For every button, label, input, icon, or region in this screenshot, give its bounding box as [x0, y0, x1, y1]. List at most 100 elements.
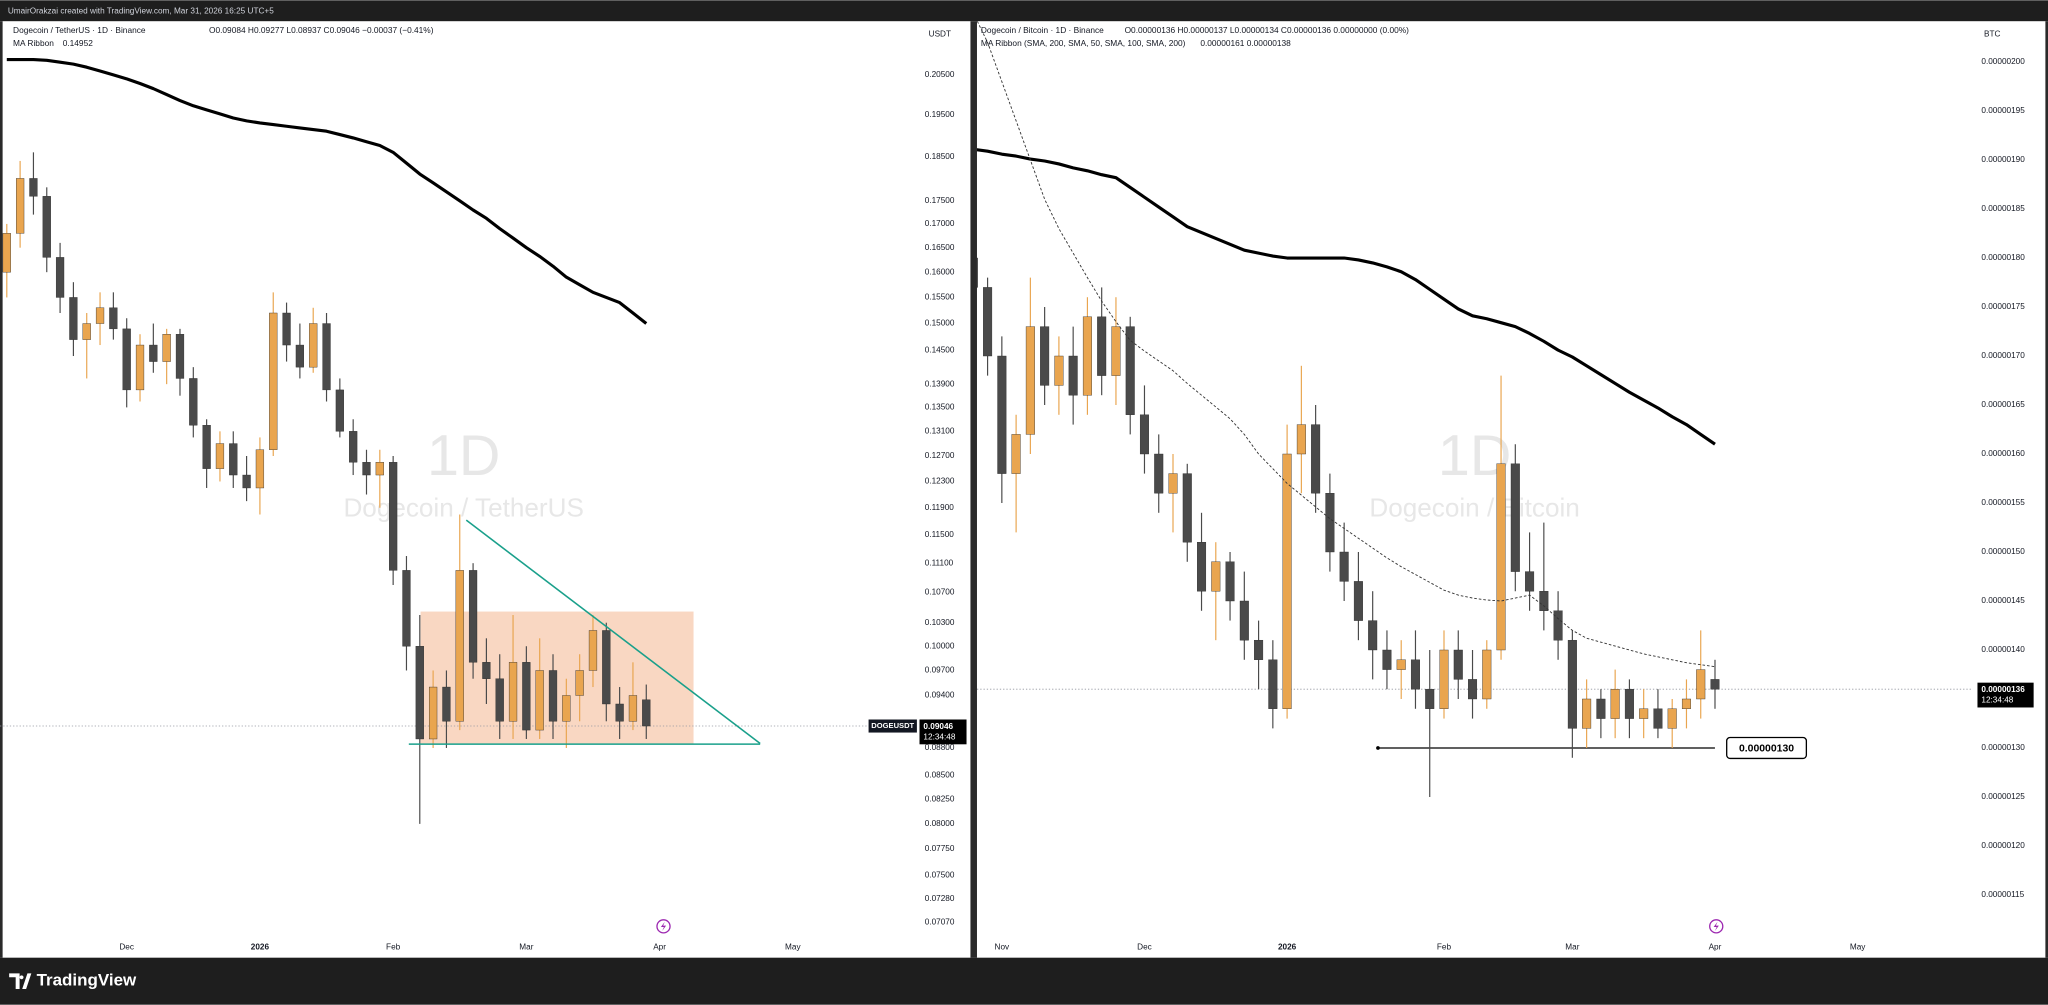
- ma-line: [6, 57, 648, 325]
- y-tick-label: 0.07750: [925, 844, 955, 853]
- y-tick-label: 0.17500: [925, 196, 955, 205]
- candle-body: [82, 323, 91, 340]
- y-tick-label: 0.18500: [925, 152, 955, 161]
- candle-body: [2, 233, 11, 273]
- candle-body: [1197, 541, 1207, 592]
- y-tick-label: 0.00000140: [1981, 645, 2025, 654]
- x-tick-label: May: [785, 942, 801, 951]
- candle-body: [1468, 679, 1478, 700]
- candle-body: [415, 646, 424, 740]
- candle-body: [389, 462, 398, 571]
- candle-body: [1539, 590, 1549, 611]
- candle-body: [548, 670, 558, 722]
- plot-area: [0, 57, 915, 824]
- candle-body: [1082, 316, 1092, 396]
- candle-body: [983, 287, 993, 357]
- y-tick-label: 0.00000185: [1981, 204, 2025, 213]
- price-tag-box: [1977, 682, 2034, 708]
- candle-body: [269, 312, 278, 450]
- candle-body: [149, 344, 158, 362]
- candle-body: [1453, 649, 1463, 680]
- candle-body: [1097, 316, 1107, 376]
- candle-body: [468, 570, 478, 663]
- ma-line-dashed: [976, 21, 1716, 668]
- candle-body: [1282, 453, 1292, 709]
- y-tick-label: 0.19500: [925, 110, 955, 119]
- symbol-title: Dogecoin / TetherUS · 1D · Binance: [13, 25, 146, 35]
- y-tick-label: 0.00000145: [1981, 596, 2025, 605]
- candle-body: [1681, 698, 1691, 709]
- brand: TradingView: [37, 971, 137, 990]
- candle-body: [482, 662, 491, 679]
- panel-divider: [970, 21, 977, 958]
- candle-body: [1610, 688, 1620, 719]
- y-tick-label: 0.00000115: [1981, 890, 2024, 899]
- symbol-tag: DOGEUSDT: [871, 721, 914, 730]
- price-tag: 0.00000136: [1981, 685, 2025, 694]
- candle-body: [42, 196, 51, 258]
- candle-body: [1624, 688, 1634, 719]
- countdown: 12:34:48: [1981, 695, 2013, 704]
- y-tick-label: 0.00000120: [1981, 841, 2025, 850]
- panel-border: [0, 21, 3, 958]
- candle-body: [1054, 355, 1064, 386]
- candle-body: [1596, 698, 1606, 719]
- candle-body: [175, 334, 185, 379]
- candle-body: [1353, 581, 1363, 621]
- candle-body: [615, 703, 624, 722]
- symbol-title: Dogecoin / Bitcoin · 1D · Binance: [981, 25, 1104, 35]
- candle-body: [1040, 326, 1050, 386]
- y-tick-label: 0.17000: [925, 219, 955, 228]
- candle-body: [242, 474, 251, 489]
- x-tick-label: Feb: [1437, 942, 1452, 951]
- author-line: UmairOrakzai created with TradingView.co…: [8, 7, 274, 16]
- candle-body: [1339, 551, 1349, 582]
- candle-body: [1239, 600, 1249, 641]
- candle-body: [428, 686, 438, 740]
- candle-body: [109, 307, 118, 330]
- alert-icon[interactable]: [656, 919, 671, 934]
- candle-body: [1410, 659, 1420, 690]
- indicator-name: MA Ribbon: [13, 38, 54, 48]
- candle-body: [1168, 473, 1178, 494]
- top-bar: [0, 0, 2048, 22]
- y-tick-label: 0.09700: [925, 666, 955, 675]
- symbol-tag-box: [868, 719, 917, 733]
- alert-icon[interactable]: [1709, 919, 1724, 934]
- y-tick-label: 0.00000160: [1981, 449, 2025, 458]
- y-tick-label: 0.00000195: [1981, 106, 2025, 115]
- candle-body: [69, 297, 78, 340]
- candle-body: [309, 323, 318, 368]
- candle-body: [189, 378, 198, 426]
- candle-body: [1439, 649, 1449, 709]
- trend-line: [465, 519, 761, 745]
- candle-body: [29, 178, 38, 197]
- y-tick-label: 0.00000200: [1981, 57, 2025, 66]
- candle-body: [642, 699, 651, 727]
- price-axis: 0.00000200 0.00000195 0.00000190 0.00000185…: [1981, 57, 2025, 899]
- y-tick-label: 0.00000190: [1981, 155, 2025, 164]
- y-tick-label: 0.00000150: [1981, 547, 2025, 556]
- candle-body: [1011, 434, 1021, 474]
- candle-body: [1182, 473, 1192, 543]
- y-tick-label: 0.00000170: [1981, 351, 2025, 360]
- y-tick-label: 0.10300: [925, 618, 955, 627]
- y-tick-label: 0.15500: [925, 293, 955, 302]
- candle-body: [162, 334, 171, 362]
- candle-body: [535, 670, 544, 731]
- candle-body: [628, 695, 638, 722]
- y-tick-label: 0.08800: [925, 743, 955, 752]
- currency: BTC: [1984, 29, 2001, 38]
- candle-body: [349, 431, 358, 463]
- level-anchor: [1376, 746, 1380, 750]
- candle-body: [1582, 698, 1592, 729]
- candle-body: [1296, 424, 1306, 455]
- watermark-interval: 1D: [427, 424, 500, 488]
- y-tick-label: 0.10700: [925, 588, 955, 597]
- candle-body: [1667, 708, 1677, 729]
- candle-body: [1510, 463, 1520, 572]
- y-tick-label: 0.00000155: [1981, 498, 2025, 507]
